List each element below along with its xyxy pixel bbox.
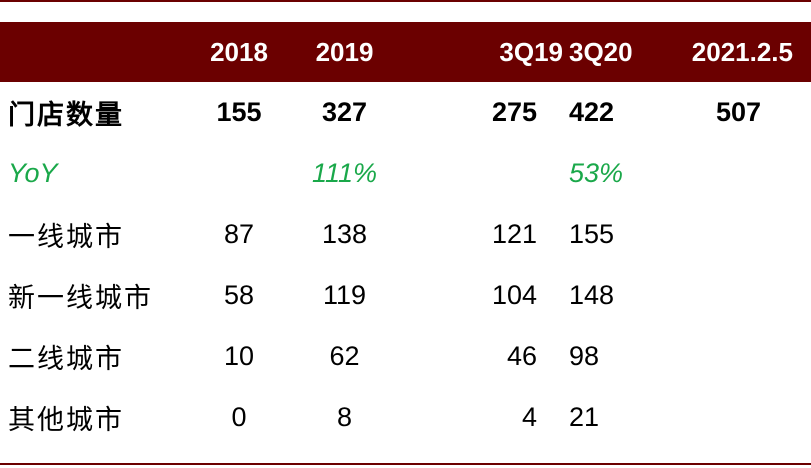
table-row: 门店数量 155 327 275 422 507 (0, 82, 811, 143)
table-row: 新一线城市 58 119 104 148 (0, 265, 811, 326)
table-cell: 121 (491, 219, 537, 249)
table-row: 其他城市 0 8 4 21 (0, 387, 811, 448)
table-cell: 53% (569, 158, 624, 188)
table-cell (599, 326, 811, 387)
table-cell: 98 (569, 341, 600, 371)
table-cell: 104 (491, 280, 537, 310)
table-cell: 327 (321, 97, 368, 127)
table-cell (599, 143, 811, 204)
table-cell: 422 (569, 97, 615, 127)
table-cell: 138 (321, 219, 368, 249)
store-count-table: 2018 2019 3Q19 3Q20 2021.2.5 门店数量 155 32… (0, 22, 811, 448)
table-cell: 155 (569, 219, 615, 249)
table-row: 一线城市 87 138 121 155 (0, 204, 811, 265)
table-cell: 111% (311, 158, 378, 188)
row-label: YoY (8, 158, 58, 188)
table-row: YoY 111% 53% (0, 143, 811, 204)
row-label: 一线城市 (8, 222, 124, 253)
table-cell: 46 (506, 341, 537, 371)
table-cell: 21 (569, 402, 600, 432)
row-label: 新一线城市 (8, 283, 153, 314)
top-rule (0, 0, 811, 2)
header-cell-2018: 2018 (210, 36, 268, 67)
table-cell (599, 265, 811, 326)
row-label: 二线城市 (8, 344, 124, 375)
row-label: 门店数量 (8, 100, 124, 131)
table-cell (599, 387, 811, 448)
table-cell: 8 (336, 402, 353, 432)
table-cell: 155 (216, 97, 262, 127)
header-cell-2019: 2019 (315, 36, 374, 67)
table-cell: 62 (329, 341, 360, 371)
row-label: 其他城市 (8, 405, 124, 436)
header-cell-3q20: 3Q20 (569, 36, 633, 67)
table-cell: 10 (223, 341, 255, 371)
table-cell: 275 (491, 97, 537, 127)
bottom-rule (0, 463, 811, 465)
table-cell: 507 (715, 97, 761, 127)
header-cell-3q19: 3Q19 (499, 36, 563, 67)
table-cell (185, 143, 293, 204)
header-cell-2021-2-5: 2021.2.5 (691, 36, 793, 67)
table-cell (599, 204, 811, 265)
table-cell: 148 (569, 280, 615, 310)
header-row: 2018 2019 3Q19 3Q20 2021.2.5 (0, 22, 811, 82)
header-cell-blank (0, 22, 185, 82)
table-cell: 58 (223, 280, 255, 310)
table-cell: 87 (223, 219, 255, 249)
table-cell (396, 143, 569, 204)
table-cell: 119 (322, 280, 367, 310)
table-cell: 0 (231, 402, 247, 432)
table-row: 二线城市 10 62 46 98 (0, 326, 811, 387)
table-cell: 4 (521, 402, 537, 432)
